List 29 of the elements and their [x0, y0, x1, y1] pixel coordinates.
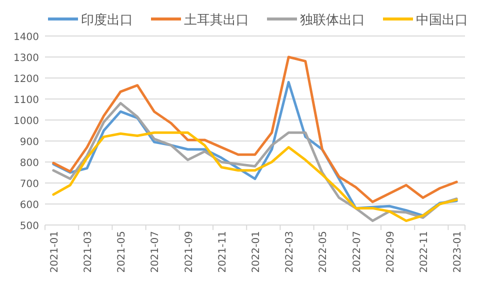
- y-tick-label: 600: [20, 200, 39, 211]
- y-tick-label: 900: [20, 137, 39, 148]
- y-tick-label: 800: [20, 158, 39, 169]
- x-tick-label: 2021-01: [49, 231, 60, 273]
- x-tick-label: 2022-09: [385, 231, 396, 273]
- y-tick-label: 1400: [14, 32, 39, 43]
- legend-label: 独联体出口: [300, 13, 365, 28]
- x-tick-label: 2022-11: [419, 231, 430, 273]
- x-tick-label: 2021-03: [83, 231, 94, 273]
- line-series: [52, 131, 458, 222]
- y-tick-label: 1200: [14, 74, 39, 85]
- x-tick-label: 2022-05: [318, 231, 330, 273]
- x-tick-label: 2023-01: [452, 231, 464, 273]
- legend-label: 中国出口: [416, 13, 468, 28]
- x-tick-label: 2022-07: [352, 231, 363, 273]
- legend-label: 印度出口: [81, 12, 133, 28]
- y-tick-label: 700: [20, 179, 39, 190]
- x-tick-label: 2021-11: [217, 231, 228, 273]
- line-series: [52, 56, 458, 204]
- x-tick-label: 2021-05: [116, 231, 128, 273]
- x-tick-label: 2021-07: [150, 231, 162, 273]
- y-tick-label: 1300: [14, 53, 39, 64]
- y-tick-label: 1000: [14, 116, 39, 127]
- legend-label: 土耳其出口: [184, 13, 249, 28]
- x-tick-label: 2021-09: [184, 231, 195, 273]
- y-tick-label: 500: [20, 221, 39, 232]
- x-tick-label: 2022-01: [251, 231, 262, 273]
- y-tick-label: 1100: [14, 95, 39, 106]
- x-tick-label: 2022-03: [284, 231, 296, 273]
